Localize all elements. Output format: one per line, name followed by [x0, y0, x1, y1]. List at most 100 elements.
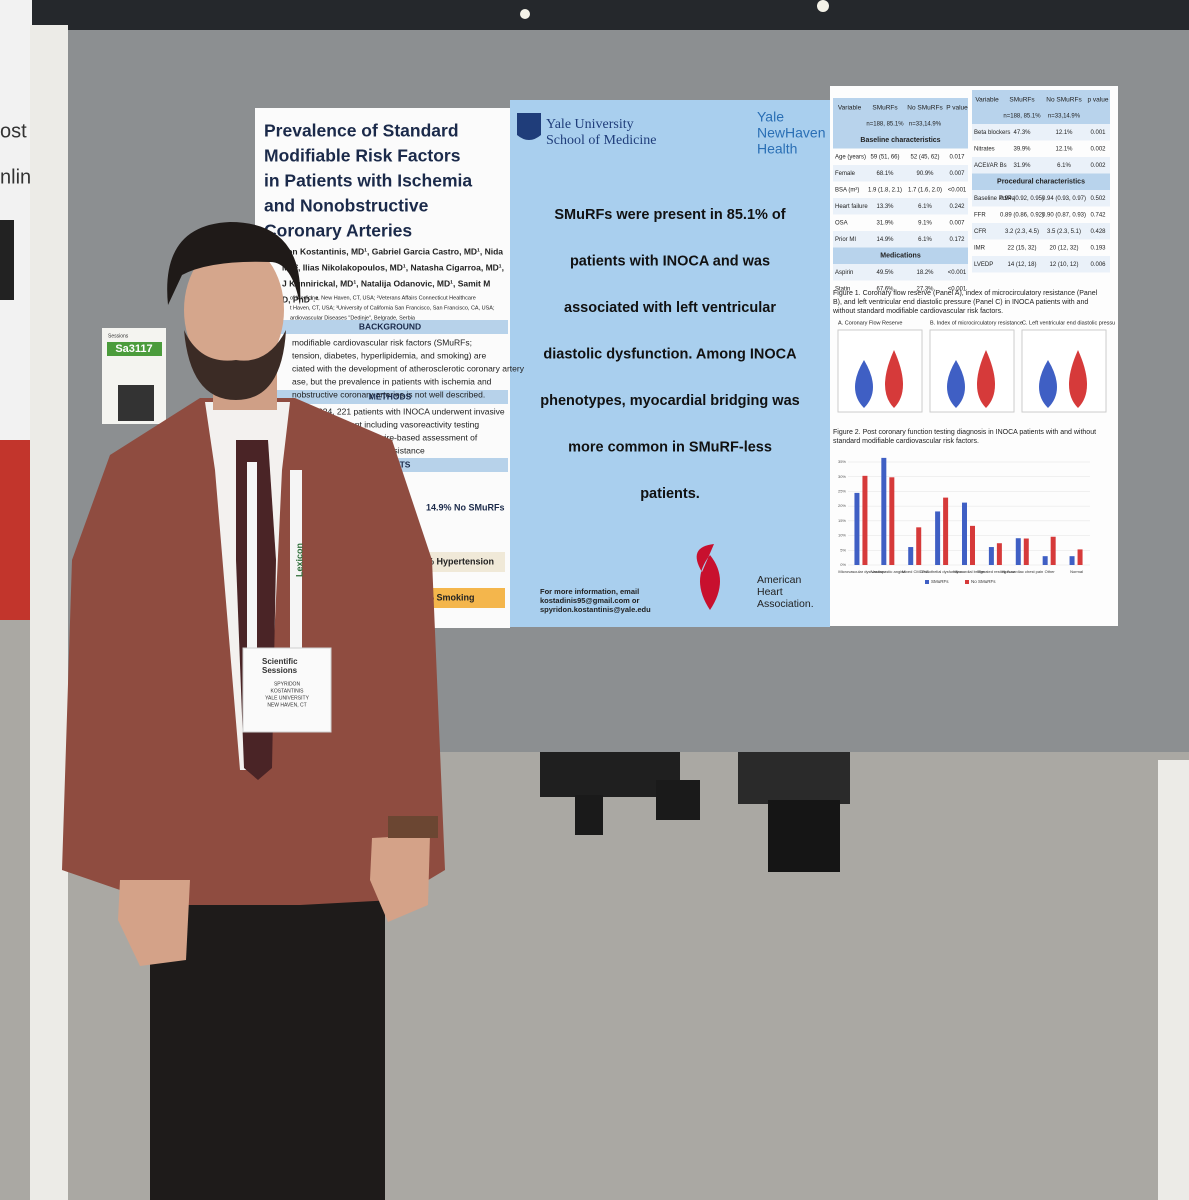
table-cell: 3.2 (2.3, 4.5) — [1005, 229, 1039, 235]
table-header: n=188, 85.1% — [866, 122, 904, 128]
board-tag-number: Sa3117 — [115, 343, 152, 355]
section-text: ologic assessment including vasoreactivi… — [292, 419, 479, 429]
bar — [970, 525, 975, 565]
x-tick-label: Endothelial dysfunction — [922, 569, 963, 574]
key-message: phenotypes, myocardial bridging was — [540, 393, 799, 409]
ynh-logo: Health — [757, 141, 797, 157]
table-cell: 0.94 (0.93, 0.97) — [1042, 196, 1086, 202]
contact: kostadinis95@gmail.com or — [540, 596, 640, 605]
aha-logo-text: Heart — [757, 586, 783, 598]
table-cell: 13.3% — [876, 204, 894, 210]
table-cell: Statin — [835, 286, 850, 292]
section-bar — [258, 320, 508, 334]
violin — [1069, 350, 1087, 408]
poster-authors: D, PhD¹˒² — [282, 294, 319, 304]
bar — [916, 527, 922, 565]
table-cell: LVEDP — [974, 262, 993, 268]
table-header: Variable — [838, 105, 862, 112]
table-cell: 0.502 — [1090, 196, 1106, 202]
table-section: Procedural characteristics — [997, 179, 1085, 186]
badge-name: YALE UNIVERSITY — [265, 695, 309, 701]
y-tick-label: 0% — [840, 562, 846, 567]
table-row-bg — [972, 223, 1110, 240]
x-tick-label: Vasospastic angina — [871, 569, 906, 574]
table-cell: Female — [835, 171, 856, 177]
poster-authors: don Kostantinis, MD¹, Gabriel Garcia Cas… — [282, 246, 503, 256]
result-highlight: % Smoking — [426, 592, 475, 602]
table-cell: 0.006 — [1090, 262, 1106, 268]
table-cell: 27.3% — [916, 286, 934, 292]
table-cell: 3.5 (2.3, 5.1) — [1047, 229, 1081, 235]
table-cell: OSA — [835, 220, 848, 226]
shoe — [575, 795, 603, 835]
table-cell: 6.1% — [918, 204, 932, 210]
figure-panel-title: A. Coronary Flow Reserve — [838, 320, 903, 326]
table-cell: 0.89 (0.86, 0.92) — [1000, 212, 1044, 218]
table-cell: 0.001 — [1090, 130, 1106, 136]
badge-name: SPYRIDON — [274, 681, 301, 687]
section-text: nobstructive coronary arteries is not we… — [292, 389, 485, 399]
table-cell: <0.001 — [948, 187, 967, 193]
poster-affiliations: t Haven, CT, USA; ³University of Califor… — [290, 305, 495, 311]
section-heading: METHODS — [369, 391, 412, 401]
table-cell: 0.007 — [949, 171, 965, 177]
table-header: P value — [946, 105, 968, 112]
section-text: 17 to 2024, 221 patients with INOCA unde… — [292, 406, 505, 416]
poster-authors: J Kunnirickal, MD¹, Natalija Odanovic, M… — [282, 278, 490, 288]
table-cell: IMR — [974, 245, 986, 251]
board-pillar — [30, 25, 68, 1200]
table-header: SMuRFs — [872, 105, 898, 112]
figure-caption: Figure 1. Coronary flow reserve (Panel A… — [833, 290, 1098, 297]
bar — [935, 511, 941, 565]
legend-label: SMuRFs — [931, 579, 949, 584]
table-cell: Beta blockers — [974, 130, 1010, 136]
section-text: ciated with the development of atheroscl… — [292, 363, 525, 373]
section-heading: BACKGROUND — [359, 321, 421, 331]
table-cell: 67.6% — [876, 286, 894, 292]
table-cell: 0.94 (0.92, 0.95) — [1000, 196, 1044, 202]
section-heading: TS — [400, 459, 411, 469]
ceiling-light — [817, 0, 829, 12]
wall-sign-stripe — [0, 440, 30, 620]
table-row-bg — [972, 190, 1110, 207]
x-tick-label: Mixed CMD/VA — [902, 569, 929, 574]
table-header: n=33,14.9% — [1048, 114, 1081, 120]
x-tick-label: Non-cardiac chest pain — [1002, 569, 1043, 574]
badge-name: NEW HAVEN, CT — [267, 702, 306, 708]
table-cell: 59 (51, 66) — [870, 154, 899, 160]
table-section: Medications — [880, 253, 921, 260]
table-cell: 1.7 (1.6, 2.0) — [908, 187, 942, 193]
poster-title: in Patients with Ischemia — [264, 171, 472, 191]
bar — [943, 497, 949, 565]
poster-affiliations: of Medicine, New Haven, CT, USA; ²Vetera… — [290, 295, 476, 301]
x-tick-label: Other — [1045, 569, 1056, 574]
badge-event: Sessions — [262, 666, 298, 675]
table-cell: 12 (10, 12) — [1049, 262, 1078, 268]
key-message: more common in SMuRF-less — [568, 439, 772, 455]
ynh-logo: NewHaven — [757, 125, 825, 141]
bar — [996, 543, 1002, 565]
hand — [370, 835, 430, 922]
yale-logo: School of Medicine — [546, 133, 656, 148]
poster-authors: MD², Ilias Nikolakopoulos, MD¹, Natasha … — [282, 262, 504, 272]
bar — [1023, 538, 1029, 565]
table-cell: 0.172 — [949, 237, 965, 243]
highlight-box — [420, 552, 505, 572]
table-row-bg — [833, 198, 968, 215]
bar — [1077, 549, 1083, 565]
hand — [118, 880, 190, 966]
table-section-bg — [833, 247, 968, 264]
table-cell: 31.9% — [1013, 163, 1031, 169]
table-cell: BSA (m²) — [835, 187, 859, 193]
y-tick-label: 25% — [838, 488, 846, 493]
aha-logo-text: American — [757, 574, 802, 586]
board-tag-brand: Sessions — [108, 333, 129, 339]
shoe — [656, 780, 700, 820]
bar — [862, 475, 868, 565]
table-cell: Heart failure — [835, 204, 868, 210]
table-header: n=33,14.9% — [909, 122, 942, 128]
key-message: diastolic dysfunction. Among INOCA — [543, 346, 797, 362]
poster-title: Prevalence of Standard — [264, 121, 459, 141]
